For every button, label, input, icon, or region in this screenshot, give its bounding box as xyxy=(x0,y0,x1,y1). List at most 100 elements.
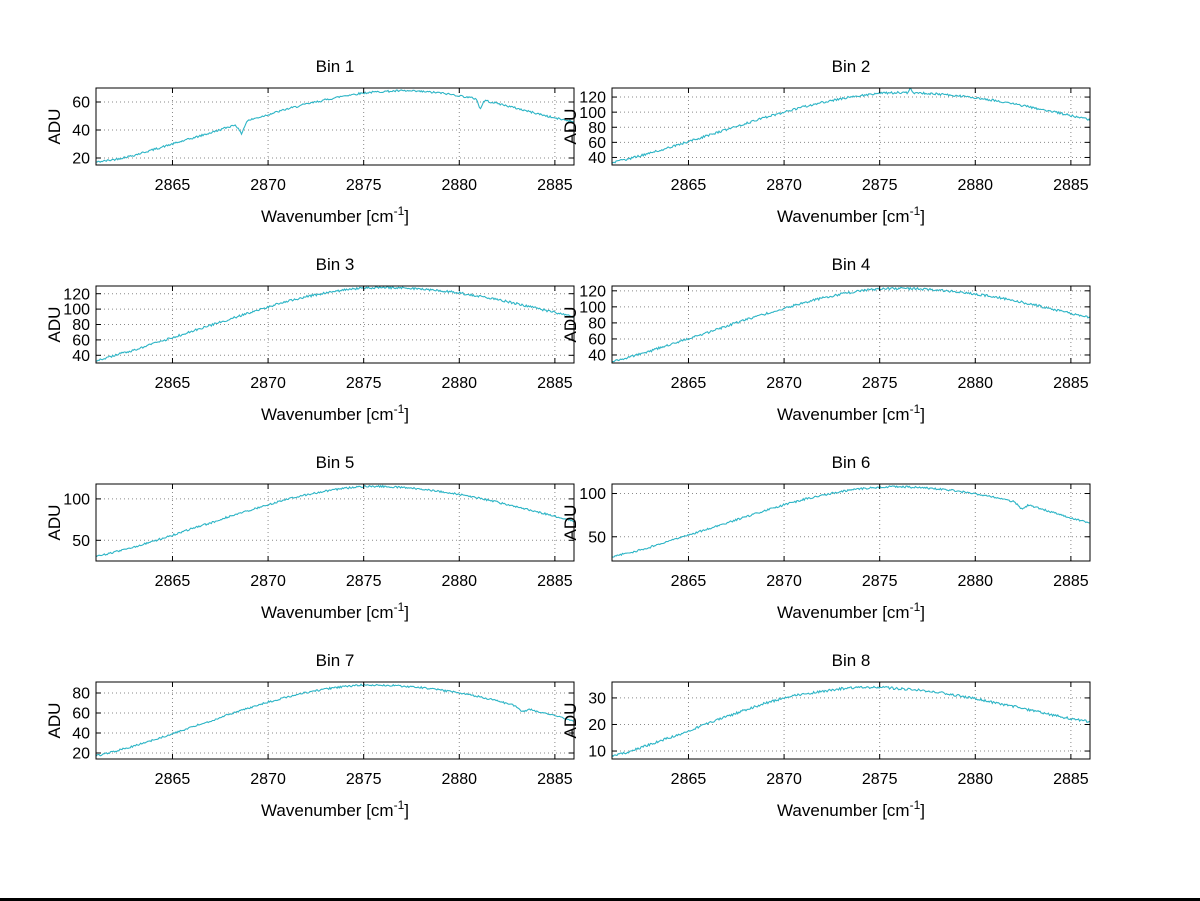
x-tick-label: 2865 xyxy=(671,177,707,194)
x-axis-label-sup: -1 xyxy=(394,204,405,218)
y-tick-label: 120 xyxy=(63,286,90,303)
x-axis-label-post: ] xyxy=(404,801,409,820)
subplot-title: Bin 7 xyxy=(316,651,355,670)
y-tick-label: 20 xyxy=(588,717,606,734)
x-axis-label-post: ] xyxy=(920,801,925,820)
x-tick-label: 2865 xyxy=(671,573,707,590)
spectrum-line xyxy=(96,683,574,757)
x-tick-label: 2885 xyxy=(1053,375,1089,392)
x-tick-label: 2870 xyxy=(250,177,286,194)
x-axis-label: Wavenumber [cm-1] xyxy=(777,798,925,820)
subplot-bin-1: Bin 1 2865 2870 2875 2880 2885 20 40 60 ADU Wavenu… xyxy=(40,50,580,250)
x-tick-label: 2880 xyxy=(957,375,993,392)
y-tick-label: 80 xyxy=(72,686,90,703)
y-axis-label: ADU xyxy=(561,109,580,145)
x-axis-label-pre: Wavenumber [cm xyxy=(261,405,394,424)
subplot-title: Bin 6 xyxy=(832,453,871,472)
x-tick-label: 2865 xyxy=(155,375,191,392)
x-tick-label: 2885 xyxy=(537,375,573,392)
x-axis-label-post: ] xyxy=(404,405,409,424)
x-tick-label: 2885 xyxy=(1053,771,1089,788)
y-tick-label: 100 xyxy=(579,105,606,122)
axes-box xyxy=(95,87,575,166)
y-tick-label: 30 xyxy=(588,691,606,708)
y-tick-label: 50 xyxy=(72,533,90,550)
subplot-bin-3: Bin 3 2865 2870 2875 2880 2885 40 60 80 100 120 ADU… xyxy=(40,248,580,448)
x-tick-label: 2865 xyxy=(155,573,191,590)
subplot-title: Bin 8 xyxy=(832,651,871,670)
x-tick-label: 2885 xyxy=(1053,177,1089,194)
y-axis-label: ADU xyxy=(45,307,64,343)
x-tick-label: 2875 xyxy=(862,375,898,392)
y-tick-label: 40 xyxy=(72,726,90,743)
y-tick-label: 80 xyxy=(588,120,606,137)
subplot-bin-2: Bin 2 2865 2870 2875 2880 2885 40 60 80 100 120 ADU… xyxy=(556,50,1096,250)
y-tick-label: 60 xyxy=(72,95,90,112)
x-tick-label: 2875 xyxy=(346,177,382,194)
spectrum-line xyxy=(612,485,1090,558)
y-tick-label: 100 xyxy=(579,486,606,503)
x-tick-label: 2880 xyxy=(957,573,993,590)
x-axis-label-sup: -1 xyxy=(394,402,405,416)
subplot-bin-8: Bin 8 2865 2870 2875 2880 2885 10 20 30 ADU Wavenu… xyxy=(556,644,1096,844)
plot-svg-bin-8: Bin 8 2865 2870 2875 2880 2885 10 20 30 ADU Wavenu… xyxy=(561,651,1091,820)
x-tick-label: 2880 xyxy=(957,177,993,194)
x-axis-label: Wavenumber [cm-1] xyxy=(777,402,925,424)
axes-box xyxy=(95,483,575,562)
x-axis-label: Wavenumber [cm-1] xyxy=(261,798,409,820)
x-tick-label: 2880 xyxy=(441,375,477,392)
spectrum-line xyxy=(96,89,574,163)
y-tick-label: 120 xyxy=(579,283,606,300)
x-axis-label-sup: -1 xyxy=(910,402,921,416)
y-axis-label: ADU xyxy=(561,505,580,541)
y-tick-label: 100 xyxy=(63,492,90,509)
y-tick-label: 80 xyxy=(588,315,606,332)
y-tick-label: 40 xyxy=(588,150,606,167)
x-tick-label: 2870 xyxy=(766,771,802,788)
x-tick-label: 2870 xyxy=(250,573,286,590)
x-tick-label: 2870 xyxy=(766,573,802,590)
x-tick-label: 2865 xyxy=(671,771,707,788)
axes-box xyxy=(611,483,1091,562)
x-tick-label: 2875 xyxy=(862,771,898,788)
window-bottom-border xyxy=(0,898,1200,901)
x-axis-label: Wavenumber [cm-1] xyxy=(261,600,409,622)
y-tick-label: 60 xyxy=(72,706,90,723)
spectrum-line xyxy=(612,286,1090,363)
x-axis-label-post: ] xyxy=(920,603,925,622)
spectrum-line xyxy=(612,88,1090,164)
subplot-title: Bin 3 xyxy=(316,255,355,274)
x-axis-label-post: ] xyxy=(920,207,925,226)
subplot-bin-5: Bin 5 2865 2870 2875 2880 2885 50 100 ADU Wavenum… xyxy=(40,446,580,646)
x-tick-label: 2870 xyxy=(766,375,802,392)
y-tick-label: 80 xyxy=(72,317,90,334)
subplot-title: Bin 5 xyxy=(316,453,355,472)
x-tick-label: 2865 xyxy=(155,177,191,194)
x-tick-label: 2875 xyxy=(862,573,898,590)
subplot-bin-4: Bin 4 2865 2870 2875 2880 2885 40 60 80 100 120 ADU… xyxy=(556,248,1096,448)
x-axis-label-sup: -1 xyxy=(910,798,921,812)
spectrum-line xyxy=(96,484,574,558)
subplot-title: Bin 2 xyxy=(832,57,871,76)
x-tick-label: 2880 xyxy=(957,771,993,788)
x-axis-label-post: ] xyxy=(404,603,409,622)
x-axis-label-pre: Wavenumber [cm xyxy=(777,207,910,226)
x-axis-label-pre: Wavenumber [cm xyxy=(261,801,394,820)
axes-box xyxy=(95,681,575,760)
y-tick-label: 100 xyxy=(63,302,90,319)
y-tick-label: 50 xyxy=(588,529,606,546)
axes-box xyxy=(95,285,575,364)
y-axis-label: ADU xyxy=(561,307,580,343)
y-tick-label: 100 xyxy=(579,299,606,316)
x-tick-label: 2875 xyxy=(346,375,382,392)
x-tick-label: 2885 xyxy=(537,177,573,194)
y-tick-label: 120 xyxy=(579,90,606,107)
x-axis-label-pre: Wavenumber [cm xyxy=(777,801,910,820)
x-tick-label: 2880 xyxy=(441,573,477,590)
x-axis-label: Wavenumber [cm-1] xyxy=(777,204,925,226)
x-tick-label: 2880 xyxy=(441,771,477,788)
y-axis-label: ADU xyxy=(45,703,64,739)
